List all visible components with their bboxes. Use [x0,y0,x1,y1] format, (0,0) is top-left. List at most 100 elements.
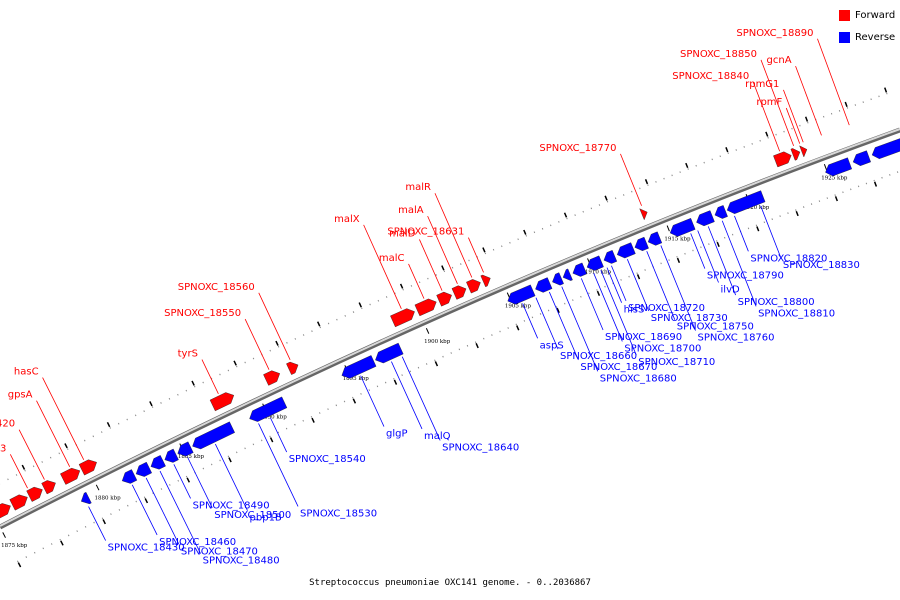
grid-major-tick [884,87,888,93]
scale-tick-label: 1875 kbp [1,543,28,549]
grid-major-tick [144,498,149,504]
grid-dot [169,484,171,486]
grid-dot [499,330,501,333]
reverse-gene [852,150,871,166]
reverse-gene-label: SPNOXC_18430 [108,543,185,554]
grid-dot [385,296,388,298]
reverse-gene-label-leader [561,286,599,372]
grid-dot [344,314,346,317]
scale-tick [425,328,430,334]
grid-dot [269,349,272,352]
grid-dot [854,104,857,106]
legend-reverse: Reverse [839,30,895,45]
grid-dot [302,334,305,336]
grid-dot [49,456,52,459]
grid-dot [566,217,568,220]
grid-major-tick [636,274,641,280]
forward-gene-label-leader [258,292,291,360]
grid-dot [787,212,789,214]
scale-tick-label: 1895 kbp [343,376,370,382]
grid-ticks [0,87,899,568]
grid-dot [791,127,793,130]
grid-dot [671,174,673,177]
forward-gene [390,308,415,328]
reverse-gene-label-leader [522,303,539,339]
scale-tick-label: 1905 kbp [505,303,532,309]
forward-gene-label: malR [405,182,431,193]
grid-major-tick [149,401,153,407]
grid-dot [818,200,821,202]
grid-dot [810,203,813,205]
grid-dot [628,275,630,278]
grid-dot [598,204,601,206]
grid-dot [850,188,852,191]
grid-major-tick [676,257,681,264]
reverse-gene [135,461,152,477]
grid-dot [110,513,112,516]
forward-gene-label: malA [398,205,424,216]
forward-gene-label: gpsA [8,390,33,401]
forward-gene-label: SPNOXC_18850 [680,49,757,60]
forward-gene-label-leader [468,237,484,273]
grid-dot [549,224,552,227]
gene-labels: pstB3 SPNOXC_18420 gpsA hasC tyrS SPNOXC_1855… [0,28,860,567]
grid-dot [735,149,737,151]
grid-dot [531,316,534,319]
grid-major-tick [834,196,839,202]
grid-major-tick [275,340,279,346]
reverse-gene-label-leader [214,443,248,511]
grid-dot [327,408,329,411]
reverse-gene-label-leader [690,233,706,269]
reverse-gene-label-leader [88,506,106,541]
reverse-gene [572,262,588,277]
reverse-gene [634,236,649,252]
grid-major-tick [352,398,357,404]
grid-dot [763,221,766,224]
grid-dot [838,109,841,112]
grid-major-tick [563,212,568,218]
reverse-gene-label-leader [391,361,423,430]
grid-dot [484,252,487,255]
forward-gene [0,503,11,519]
reverse-gene-label-leader [606,267,622,303]
grid-dot [76,530,78,533]
grid-dot [394,292,396,295]
reverse-gene-label: SPNOXC_18790 [707,271,784,282]
grid-dot [177,393,179,396]
grid-dot [639,187,641,190]
grid-dot [525,234,528,237]
grid-dot [679,171,681,174]
reverse-gene [80,491,92,505]
forward-gene-label-leader [42,377,85,460]
grid-dot [126,418,128,421]
grid-dot [450,352,452,354]
grid-dot [66,448,69,450]
grid-dot [751,142,753,145]
grid-major-tick [516,325,520,331]
grid-dot [491,334,493,336]
grid-dot [582,210,584,213]
forward-gene [9,494,28,511]
grid-major-tick [441,265,445,271]
grid-major-tick [523,229,527,235]
grid-dot [612,282,614,285]
reverse-gene-label-leader [580,278,604,331]
reverse-gene-label-leader [760,205,782,259]
forward-gene-label-leader [18,429,45,480]
grid-dot [343,400,346,403]
reverse-gene [616,242,636,259]
grid-dot [881,176,883,179]
grid-dot [384,381,387,384]
grid-dot [117,422,120,425]
grid-dot [822,115,825,118]
reverse-gene-label-leader [187,457,213,509]
reverse-gene-label: SPNOXC_18720 [628,303,705,314]
grid-major-tick [64,443,68,449]
grid-dot [335,404,338,407]
grid-dot [668,259,670,262]
grid-major-tick [228,457,232,463]
forward-gene [773,151,792,168]
reverse-gene-label: ilvD [721,285,740,296]
forward-gene [263,370,281,386]
grid-dot [24,469,26,472]
